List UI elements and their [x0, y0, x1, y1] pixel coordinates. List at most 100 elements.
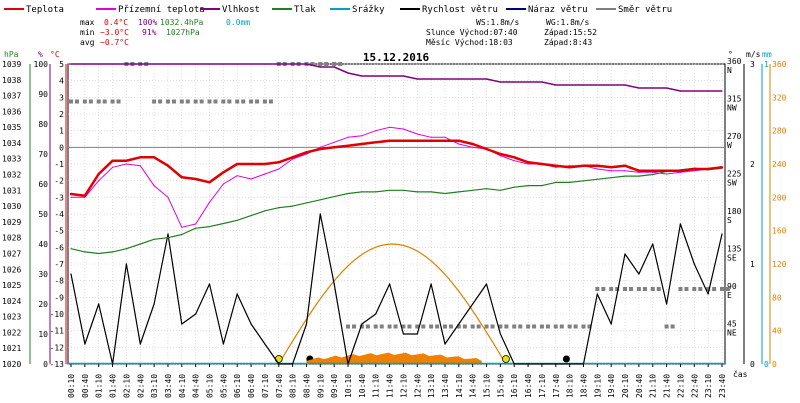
- pressure-line-point: [624, 175, 626, 177]
- x-tick-label: 16:10: [510, 374, 519, 398]
- ground-temperature-line-point: [208, 201, 211, 203]
- wind-direction-point: [726, 287, 730, 291]
- humidity-line-point: [153, 63, 155, 65]
- wind-direction-point: [387, 324, 392, 329]
- axis-header-c: °C: [50, 50, 60, 59]
- stats-max-label: max: [80, 18, 95, 27]
- humidity-line-point: [125, 63, 127, 65]
- stats-max-rain: 0.0mm: [226, 18, 250, 27]
- temperature-line-point: [471, 142, 474, 146]
- ground-temperature-line-point: [347, 136, 349, 138]
- pressure-tick-label: 1030: [2, 202, 21, 211]
- ground-temperature-line-point: [264, 173, 266, 175]
- x-tick-label: 08:40: [302, 374, 311, 398]
- pressure-line-point: [541, 185, 543, 187]
- temperature-line-point: [360, 142, 364, 146]
- ground-temperature-line-point: [527, 163, 529, 165]
- wind-direction-point: [636, 287, 641, 291]
- wind-direction-point: [476, 324, 481, 329]
- pressure-line-point: [513, 186, 515, 188]
- wind-dir-compass-label: S: [727, 216, 732, 225]
- axis-header-deg: °: [728, 50, 733, 59]
- rain-layer: [68, 352, 725, 365]
- humidity-line-point: [541, 81, 543, 83]
- wind-direction-point: [656, 287, 661, 291]
- humidity-line-point: [652, 87, 654, 89]
- pressure-line-point: [361, 191, 363, 193]
- wind-direction-point: [255, 99, 260, 104]
- x-tick-label: 19:40: [607, 374, 616, 398]
- humidity-line-point: [389, 75, 391, 77]
- temperature-line-point: [166, 164, 170, 167]
- temperature-tick-label: -9: [54, 293, 64, 302]
- temperature-line-point: [665, 169, 668, 172]
- axis-header-hpa: hPa: [4, 50, 19, 59]
- wind-direction-point: [462, 324, 467, 329]
- wind-speed-line-point: [679, 223, 682, 225]
- humidity-line-point: [485, 78, 488, 80]
- pressure-line: [70, 167, 723, 255]
- temperature-line-point: [429, 139, 433, 142]
- pressure-line-point: [569, 181, 571, 183]
- wind-direction-point: [567, 324, 572, 329]
- left-axes: 1020102110221023102410251026102710281029…: [2, 60, 67, 369]
- wind-direction-layer: [69, 62, 730, 329]
- wind-direction-point: [623, 287, 628, 291]
- ground-temperature-line-point: [596, 168, 598, 170]
- x-tick-label: 12:10: [399, 374, 408, 398]
- temperature-line-point: [152, 156, 156, 159]
- wind-direction-point: [179, 99, 184, 104]
- pressure-tick-label: 1027: [2, 249, 21, 258]
- sun-tick-label: 320: [772, 93, 787, 102]
- humidity-tick-label: 0: [43, 360, 48, 369]
- temperature-line-point: [236, 162, 239, 166]
- humidity-line-point: [569, 84, 571, 86]
- temperature-line-point: [139, 156, 142, 159]
- ground-temperature-line-point: [555, 166, 557, 168]
- pressure-line-point: [458, 191, 460, 193]
- wind-direction-point: [249, 99, 254, 104]
- wind-direction-point: [587, 324, 592, 329]
- wind-speed-line-point: [70, 273, 72, 275]
- pressure-tick-label: 1035: [2, 123, 21, 132]
- pressure-line-point: [582, 180, 585, 182]
- sun-tick-label: 0: [772, 360, 777, 369]
- humidity-tick-label: 100: [34, 60, 49, 69]
- x-tick-label: 23:40: [718, 374, 727, 398]
- wind-dir-tick-label: 270: [727, 132, 742, 141]
- wind-direction-point: [573, 324, 578, 329]
- stats-max-temp: 0.4°C: [104, 18, 128, 27]
- pressure-line-point: [292, 205, 294, 207]
- sun-tick-label: 40: [772, 327, 782, 336]
- humidity-line-point: [375, 75, 377, 77]
- sun-moon-info: WS:1.8m/s WG:1.8m/s Slunce Východ:07:40 …: [426, 18, 597, 47]
- pressure-line-point: [70, 248, 72, 250]
- x-tick-label: 00:10: [67, 374, 76, 398]
- wind-direction-point: [456, 324, 461, 329]
- ground-temperature-line-point: [652, 171, 654, 173]
- temperature-line-point: [499, 152, 502, 156]
- ground-temperature-line-point: [513, 160, 515, 162]
- wind-speed-line-point: [375, 313, 377, 315]
- wind-direction-point: [629, 287, 634, 291]
- pressure-line-point: [195, 227, 197, 229]
- x-axis-label: čas: [733, 369, 748, 379]
- wind-direction-point: [581, 324, 586, 329]
- wind-direction-point: [82, 99, 87, 104]
- wind-speed-line-point: [347, 363, 349, 365]
- pressure-line-point: [638, 175, 640, 177]
- wind-speed-line-point: [569, 363, 571, 365]
- wind-direction-point: [96, 99, 101, 104]
- wind-direction-point: [706, 287, 711, 291]
- wind-direction-point: [379, 324, 384, 329]
- temperature-line-point: [720, 166, 724, 169]
- wind-speed-tick-label: 3: [750, 60, 755, 69]
- ground-temperature-line-point: [416, 133, 418, 135]
- stats-min-hum: 91%: [142, 28, 157, 37]
- humidity-line-point: [264, 63, 266, 65]
- humidity-tick-label: 90: [38, 90, 48, 99]
- pressure-line-point: [416, 191, 418, 193]
- wind-direction-point: [435, 324, 440, 329]
- pressure-line-point: [652, 173, 654, 176]
